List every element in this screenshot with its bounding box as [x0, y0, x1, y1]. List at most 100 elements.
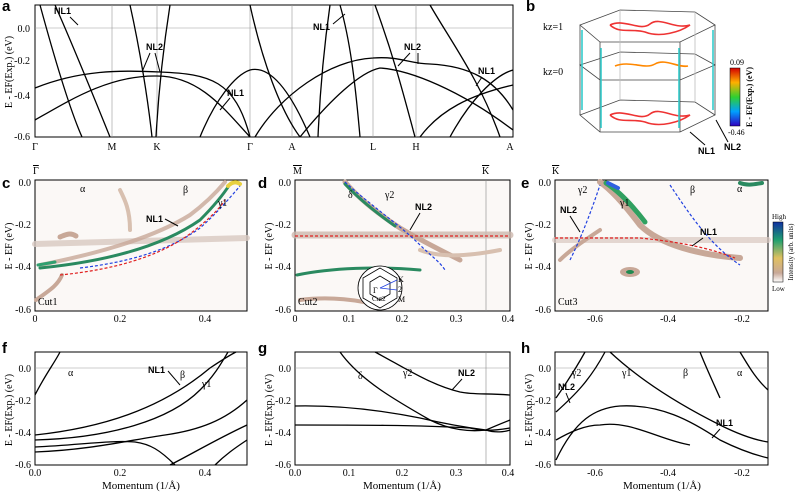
- panel-d-ytick-3: -0.6: [275, 305, 291, 316]
- panel-e-ytick-3: -0.6: [535, 305, 551, 316]
- panel-e-nl2: NL2: [560, 205, 577, 215]
- panel-e-band-alpha: α: [737, 184, 743, 195]
- panel-b-kz0-label: kz=0: [543, 67, 563, 78]
- panel-d-ylabel: E - EF (eV): [264, 223, 275, 270]
- panel-e-xtick-0: -0.6: [587, 314, 603, 325]
- panel-e-cbar-low: Low: [772, 285, 786, 293]
- panel-g-ytick-1: -0.2: [275, 396, 291, 407]
- panel-e-ytick-2: -0.4: [535, 262, 551, 273]
- panel-f-ylabel: E - EF(Exp.) (eV): [4, 374, 15, 446]
- panel-a-nl1-top: NL1: [313, 22, 330, 32]
- panel-h-band-gamma1: γ1: [621, 368, 631, 379]
- panel-label-f: f: [2, 340, 7, 357]
- panel-d-top-right: K: [482, 166, 490, 177]
- panel-b-nl1: NL1: [698, 146, 715, 156]
- panel-label-g: g: [258, 340, 268, 357]
- panel-c-xtick-2: 0.4: [199, 314, 212, 325]
- panel-c-nl1: NL1: [146, 214, 163, 224]
- panel-label-d: d: [258, 175, 268, 192]
- panel-b-colorbar: [729, 67, 741, 127]
- panel-a-nl1-right: NL1: [478, 66, 495, 76]
- panel-g-xtick-4: 0.4: [502, 468, 515, 479]
- panel-e-colorbar: [772, 221, 784, 283]
- panel-d-inset-gamma: Γ: [373, 286, 378, 295]
- panel-e-nl1: NL1: [700, 227, 717, 237]
- panel-a-ylabel: E - EF(Exp.) (eV): [4, 36, 15, 108]
- panel-c-ytick-0: 0.0: [19, 178, 32, 189]
- panel-g-ylabel: E - EF(Exp.) (eV): [264, 374, 275, 446]
- panel-g-band-gamma2: γ2: [402, 368, 412, 379]
- panel-h-nl2: NL2: [558, 382, 575, 392]
- panel-e-ylabel: E - EF (eV): [524, 223, 535, 270]
- panel-c-top-left: Γ: [33, 166, 39, 177]
- panel-h-ylabel: E - EF(Exp.) (eV): [524, 374, 535, 446]
- panel-label-h: h: [521, 340, 531, 357]
- panel-a-kpoint-3: Γ: [247, 142, 253, 153]
- panel-d-band-delta: δ: [348, 190, 353, 201]
- panel-f-xtick-2: 0.4: [199, 468, 212, 479]
- panel-f-ytick-1: -0.2: [15, 396, 31, 407]
- panel-e-band-gamma2: γ2: [577, 185, 587, 196]
- panel-d-xtick-0: 0: [293, 314, 298, 325]
- panel-a-ytick-0: 0.0: [18, 24, 31, 35]
- panel-f-xlabel: Momentum (1/Å): [102, 480, 180, 492]
- panel-d-xtick-2: 0.2: [396, 314, 409, 325]
- panel-g-ytick-3: -0.6: [275, 460, 291, 471]
- panel-f-nl1: NL1: [148, 365, 165, 375]
- panel-a-ytick-3: -0.6: [14, 132, 30, 143]
- panel-e-xtick-2: -0.2: [734, 314, 750, 325]
- panel-h-ytick-0: 0.0: [539, 364, 552, 375]
- panel-f-ytick-3: -0.6: [15, 460, 31, 471]
- panel-h-band-gamma2: γ2: [571, 368, 581, 379]
- panel-e-cbar-high: High: [772, 213, 787, 221]
- panel-d-nl2: NL2: [415, 202, 432, 212]
- panel-label-e: e: [521, 175, 530, 192]
- panel-h-band-beta: β: [683, 368, 688, 379]
- panel-e-ytick-0: 0.0: [539, 178, 552, 189]
- panel-f-ytick-2: -0.4: [15, 428, 31, 439]
- panel-e-ytick-1: -0.2: [535, 220, 551, 231]
- panel-h-xtick-0: -0.6: [587, 468, 603, 479]
- panel-h-xlabel: Momentum (1/Å): [623, 480, 701, 492]
- panel-a-kpoint-2: K: [153, 142, 161, 153]
- panel-d-xtick-4: 0.4: [502, 314, 515, 325]
- panel-a-nl1-mid: NL1: [227, 88, 244, 98]
- panel-c-band-gamma1: γ1: [217, 198, 227, 209]
- panel-d-inset-cut: Cut2: [372, 295, 386, 303]
- panel-h-xtick-1: -0.4: [660, 468, 676, 479]
- panel-c-ylabel: E - EF (eV): [4, 223, 15, 270]
- panel-label-b: b: [526, 0, 536, 15]
- panel-label-a: a: [2, 0, 11, 15]
- panel-g-xtick-1: 0.1: [343, 468, 356, 479]
- panel-a-nl2-left: NL2: [146, 42, 163, 52]
- panel-b-cbar-label: E - EF(Exp.) (eV): [745, 67, 754, 127]
- panel-b-cbar-min: -0.46: [728, 128, 745, 137]
- panel-g-nl2: NL2: [458, 368, 475, 378]
- panel-f-ytick-0: 0.0: [19, 364, 32, 375]
- panel-g-xlabel: Momentum (1/Å): [363, 480, 441, 492]
- panel-g-xtick-2: 0.2: [396, 468, 409, 479]
- panel-c-xtick-0: 0: [33, 314, 38, 325]
- panel-a-kpoint-6: H: [412, 142, 419, 153]
- panel-f-xtick-0: 0.0: [29, 468, 42, 479]
- panel-b-kz1-label: kz=1: [543, 22, 563, 33]
- panel-f-xtick-1: 0.2: [114, 468, 127, 479]
- panel-b-nl2: NL2: [724, 142, 741, 152]
- panel-d-cut: Cut2: [298, 297, 317, 308]
- panel-h-ytick-3: -0.6: [535, 460, 551, 471]
- panel-d-ytick-2: -0.4: [275, 262, 291, 273]
- panel-g-ytick-2: -0.4: [275, 428, 291, 439]
- panel-g-xtick-0: 0.0: [289, 468, 302, 479]
- panel-h-band-alpha: α: [737, 368, 743, 379]
- panel-a-kpoint-5: L: [370, 142, 376, 153]
- panel-e-xtick-1: -0.4: [660, 314, 676, 325]
- panel-h-ytick-1: -0.2: [535, 396, 551, 407]
- panel-g-xtick-3: 0.3: [450, 468, 463, 479]
- panel-g-ytick-0: 0.0: [279, 364, 292, 375]
- panel-c-cut: Cut1: [38, 297, 57, 308]
